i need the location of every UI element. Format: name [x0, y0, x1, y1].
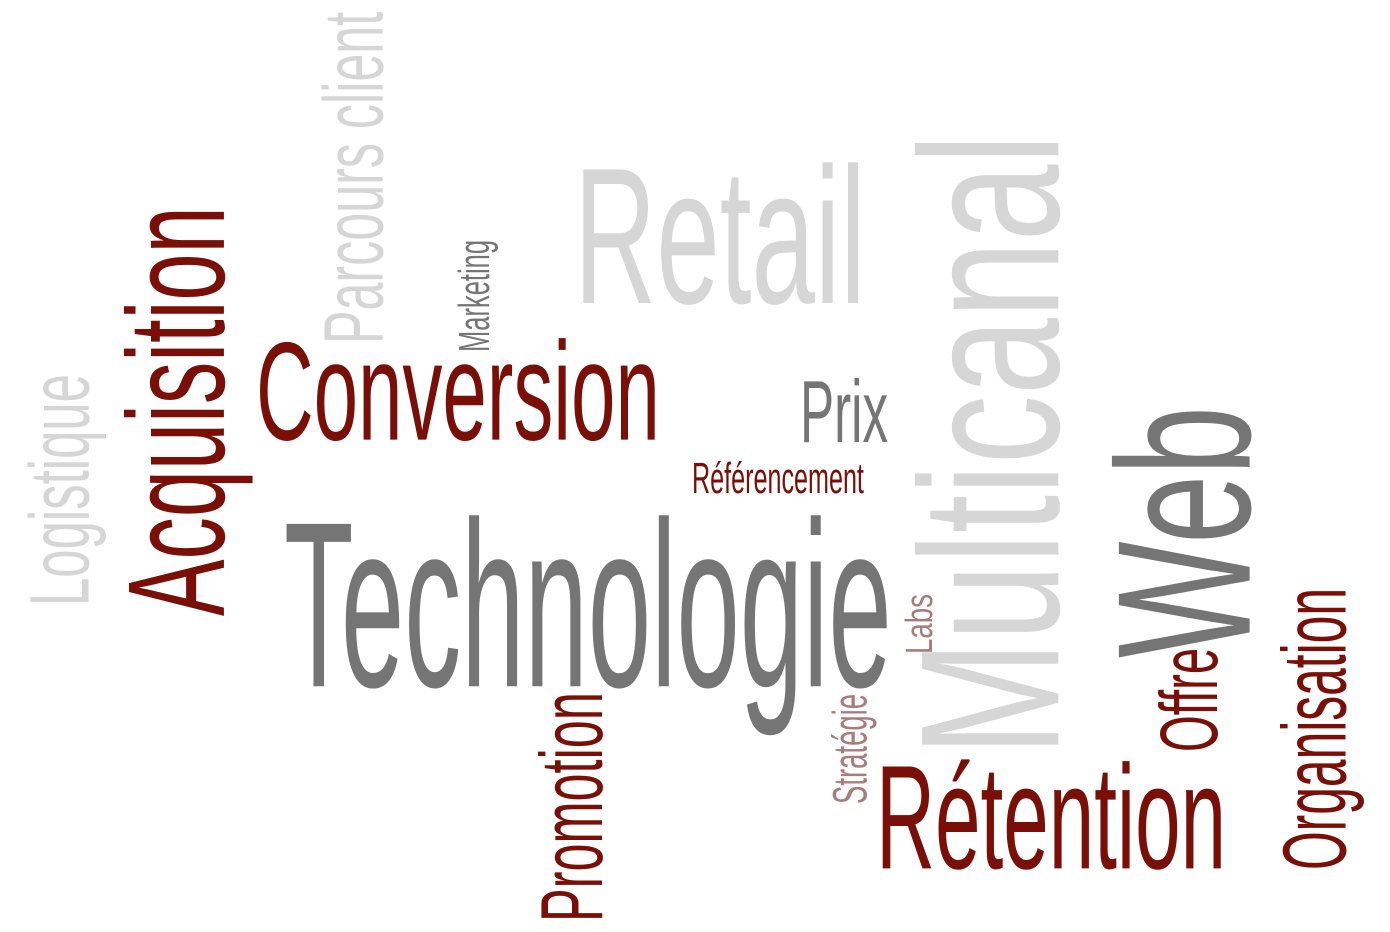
- word-retail: Retail: [574, 128, 866, 346]
- word-organisation: Organisation: [1264, 588, 1366, 870]
- word-offre: Offre: [1143, 647, 1235, 752]
- word-multicanal: Multicanal: [880, 133, 1102, 757]
- word-parcours-client: Parcours client: [306, 11, 402, 345]
- word-retention: Rétention: [876, 735, 1227, 901]
- word-technologie: Technologie: [284, 473, 892, 739]
- word-conversion: Conversion: [256, 313, 660, 471]
- word-labs: Labs: [897, 594, 941, 654]
- word-prix: Prix: [800, 362, 889, 462]
- word-web: Web: [1078, 406, 1292, 658]
- word-strategie: Stratégie: [823, 693, 877, 804]
- word-promotion: Promotion: [522, 692, 622, 922]
- word-acquisition: Acquisition: [99, 206, 255, 616]
- word-referencement: Référencement: [692, 453, 864, 503]
- word-logistique: Logistique: [12, 374, 108, 606]
